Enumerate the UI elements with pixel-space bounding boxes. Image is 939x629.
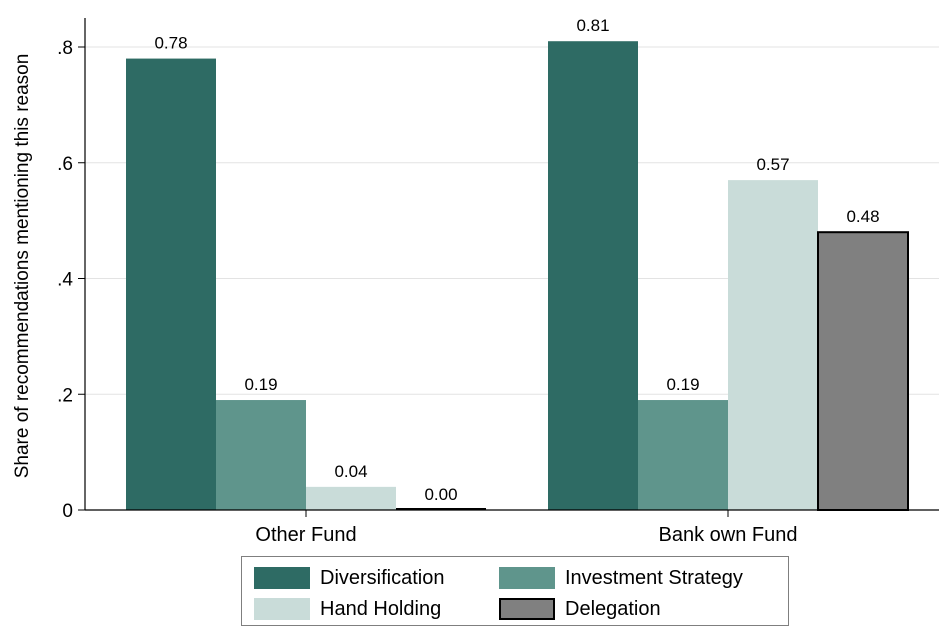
- data-label: 0.19: [666, 375, 699, 394]
- legend-item-diversification: Diversification: [254, 565, 444, 591]
- legend-item-investment-strategy: Investment Strategy: [499, 565, 743, 591]
- x-tick-label: Bank own Fund: [659, 524, 798, 546]
- y-axis-title: Share of recommendations mentioning this…: [12, 54, 33, 479]
- legend-swatch-investment-strategy: [499, 567, 555, 589]
- legend-label-delegation: Delegation: [565, 597, 661, 620]
- bars: [126, 41, 909, 511]
- bar-other-fund-delegation: [396, 508, 486, 510]
- bar-bank-own-fund-investment-strategy: [638, 400, 728, 510]
- legend-swatch-hand-holding: [254, 598, 310, 620]
- data-label: 0.19: [244, 375, 277, 394]
- legend-swatch-diversification: [254, 567, 310, 589]
- y-tick-label: 0: [62, 501, 73, 522]
- data-label: 0.81: [576, 16, 609, 35]
- legend-label-investment-strategy: Investment Strategy: [565, 566, 743, 589]
- bar-chart: 0.78 0.19 0.04 0.00 0.81 0.19 0.57 0.48 0 .2 .4 .6…: [12, 16, 939, 546]
- bar-bank-own-fund-delegation: [817, 231, 909, 511]
- legend: Diversification Investment Strategy Hand…: [241, 556, 789, 626]
- x-tick-label: Other Fund: [255, 524, 356, 546]
- bar-bank-own-fund-hand-holding: [728, 180, 818, 511]
- bar-other-fund-hand-holding: [306, 486, 396, 510]
- legend-label-hand-holding: Hand Holding: [320, 597, 442, 620]
- data-labels: 0.78 0.19 0.04 0.00 0.81 0.19 0.57 0.48: [154, 16, 879, 504]
- y-tick-label: .4: [57, 270, 73, 291]
- data-label: 0.00: [424, 485, 457, 504]
- data-label: 0.48: [846, 207, 879, 226]
- bar-other-fund-investment-strategy: [216, 400, 306, 510]
- bar-bank-own-fund-diversification: [548, 41, 638, 511]
- data-label: 0.04: [334, 462, 367, 481]
- y-tick-label: .8: [57, 38, 73, 59]
- data-label: 0.57: [756, 155, 789, 174]
- bar-other-fund-diversification: [126, 58, 216, 510]
- axes: 0 .2 .4 .6 .8 Other Fund Bank own Fund: [57, 18, 939, 546]
- legend-swatch-delegation: [499, 598, 555, 620]
- legend-label-diversification: Diversification: [320, 566, 445, 589]
- y-tick-label: .2: [57, 385, 73, 406]
- legend-item-hand-holding: Hand Holding: [254, 596, 441, 622]
- legend-item-delegation: Delegation: [499, 596, 661, 622]
- data-label: 0.78: [154, 34, 187, 53]
- y-tick-label: .6: [57, 154, 73, 175]
